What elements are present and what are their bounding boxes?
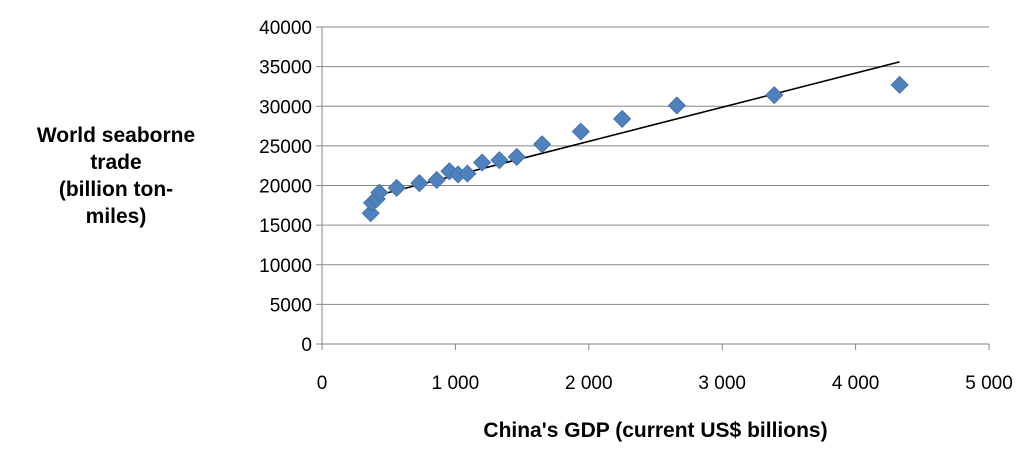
x-axis-title: China's GDP (current US$ billions): [483, 419, 827, 442]
axes: [316, 26, 990, 350]
data-points: [361, 75, 909, 223]
y-tick-label: 15000: [259, 216, 312, 237]
data-point: [667, 96, 686, 115]
y-axis-title-line: trade: [90, 151, 141, 174]
y-tick-label: 5000: [270, 295, 312, 316]
y-axis-title-line: (billion ton-: [59, 178, 173, 201]
y-tick-label: 40000: [259, 18, 312, 39]
y-tick-label: 10000: [259, 256, 312, 277]
data-point: [473, 153, 492, 172]
y-tick-label: 20000: [259, 177, 312, 198]
data-point: [490, 151, 509, 170]
y-tick-label: 0: [301, 335, 312, 356]
x-tick-label: 2 000: [565, 373, 613, 394]
data-point: [571, 122, 590, 141]
data-point: [613, 109, 632, 128]
data-point: [533, 135, 552, 154]
data-point: [427, 170, 446, 190]
x-tick-label: 4 000: [832, 373, 880, 394]
y-axis-title-line: miles): [86, 205, 147, 228]
y-tick-labels: 0 5000 10000 15000 20000 25000 30000 35000 40000: [259, 18, 312, 356]
x-tick-label: 0: [317, 373, 328, 394]
y-axis-title: World seaborne trade (billion ton-miles): [37, 124, 195, 228]
data-point: [890, 75, 909, 94]
y-tick-label: 30000: [259, 97, 312, 118]
x-tick-label: 5 000: [965, 373, 1013, 394]
x-tick-labels: 0 1 000 2 000 3 000 4 000 5 000: [317, 373, 1013, 394]
x-tick-label: 3 000: [698, 373, 746, 394]
data-point: [410, 174, 429, 193]
data-point: [370, 183, 389, 202]
y-axis-title-line: World seaborne: [37, 124, 195, 147]
data-point: [765, 86, 784, 105]
y-tick-label: 35000: [259, 58, 312, 79]
data-point: [507, 147, 526, 167]
data-point: [387, 178, 406, 197]
data-point: [458, 164, 477, 183]
x-tick-label: 1 000: [432, 373, 480, 394]
y-tick-label: 25000: [259, 137, 312, 158]
gridlines: [322, 26, 989, 305]
